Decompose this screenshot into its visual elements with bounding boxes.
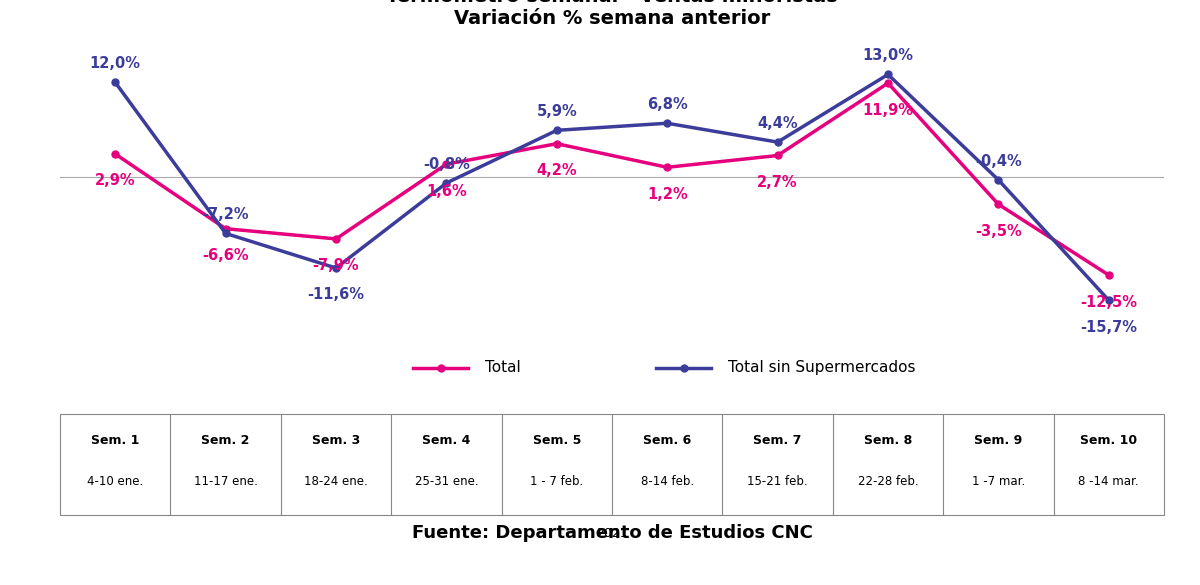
Text: -15,7%: -15,7%	[1080, 320, 1138, 335]
Text: Fuente: Departamento de Estudios CNC: Fuente: Departamento de Estudios CNC	[412, 524, 812, 542]
Text: Sem. 1: Sem. 1	[91, 434, 139, 447]
Text: 2,7%: 2,7%	[757, 175, 798, 190]
Text: 22-28 feb.: 22-28 feb.	[858, 475, 918, 488]
Text: Sem. 8: Sem. 8	[864, 434, 912, 447]
Text: Sem. 9: Sem. 9	[974, 434, 1022, 447]
Text: 11,9%: 11,9%	[863, 102, 913, 118]
Text: 18-24 ene.: 18-24 ene.	[304, 475, 368, 488]
Text: -0,4%: -0,4%	[976, 154, 1021, 169]
Text: 1 -7 mar.: 1 -7 mar.	[972, 475, 1025, 488]
Text: Sem. 7: Sem. 7	[754, 434, 802, 447]
Text: Sem. 2: Sem. 2	[202, 434, 250, 447]
Text: -0,8%: -0,8%	[422, 157, 470, 172]
Text: 8 -14 mar.: 8 -14 mar.	[1079, 475, 1139, 488]
Text: 12,0%: 12,0%	[90, 56, 140, 71]
Text: 8-14 feb.: 8-14 feb.	[641, 475, 694, 488]
Text: 4,2%: 4,2%	[536, 163, 577, 178]
Text: -6,6%: -6,6%	[203, 248, 248, 263]
Text: 1,2%: 1,2%	[647, 187, 688, 202]
Text: -7,9%: -7,9%	[313, 259, 359, 273]
Text: Total: Total	[485, 360, 521, 375]
Text: -3,5%: -3,5%	[976, 223, 1021, 239]
Text: 11-17 ene.: 11-17 ene.	[193, 475, 258, 488]
Text: 1 - 7 feb.: 1 - 7 feb.	[530, 475, 583, 488]
Text: 6,8%: 6,8%	[647, 97, 688, 112]
Text: 4-10 ene.: 4-10 ene.	[88, 475, 143, 488]
Text: Sem. 5: Sem. 5	[533, 434, 581, 447]
Text: Sem. 10: Sem. 10	[1080, 434, 1138, 447]
Text: Sem. 3: Sem. 3	[312, 434, 360, 447]
Text: -7,2%: -7,2%	[203, 207, 248, 222]
Text: 13,0%: 13,0%	[863, 49, 913, 63]
Text: Sem. 4: Sem. 4	[422, 434, 470, 447]
Text: 2021: 2021	[596, 526, 628, 539]
Text: Total sin Supermercados: Total sin Supermercados	[728, 360, 916, 375]
Text: 2,9%: 2,9%	[95, 173, 136, 188]
Text: -12,5%: -12,5%	[1080, 295, 1138, 309]
Text: -11,6%: -11,6%	[307, 287, 365, 302]
Title: Termómetro semanal - Ventas minoristas
Variación % semana anterior: Termómetro semanal - Ventas minoristas V…	[386, 0, 838, 28]
Text: 25-31 ene.: 25-31 ene.	[414, 475, 479, 488]
Text: Sem. 6: Sem. 6	[643, 434, 691, 447]
Text: 5,9%: 5,9%	[536, 104, 577, 119]
Text: 4,4%: 4,4%	[757, 116, 798, 131]
Text: 15-21 feb.: 15-21 feb.	[748, 475, 808, 488]
Text: 1,6%: 1,6%	[426, 184, 467, 198]
